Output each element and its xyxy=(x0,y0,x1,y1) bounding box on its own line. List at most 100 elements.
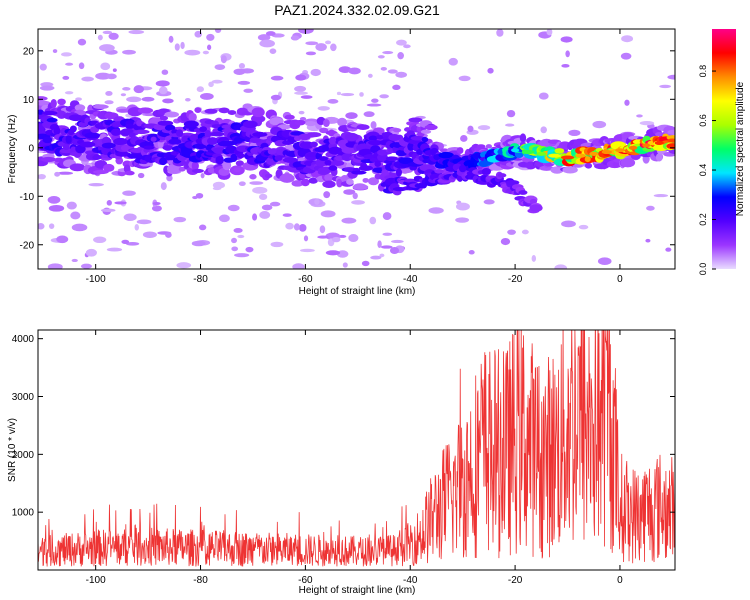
spectrogram-cell xyxy=(323,191,331,199)
spectrogram-cell xyxy=(62,75,70,80)
spectrogram-cell xyxy=(40,156,57,162)
spectrogram-cell xyxy=(536,151,547,156)
spectrogram-cell xyxy=(341,217,357,224)
spectrogram-cell xyxy=(380,66,387,71)
spectrogram-cell xyxy=(382,51,394,55)
spectrogram-cell xyxy=(47,263,63,269)
spectrogram-cell xyxy=(47,195,61,204)
spectrogram-cell xyxy=(233,167,241,173)
spectrogram-cell xyxy=(356,124,370,131)
spectrogram-cell xyxy=(101,142,116,149)
spectrogram-cell xyxy=(57,98,66,106)
spectrogram-cell xyxy=(298,29,314,34)
spectrogram-cell xyxy=(121,128,134,134)
spectrogram-cell xyxy=(456,147,464,155)
spectrogram-cell xyxy=(646,205,655,211)
spectrogram-cell xyxy=(352,184,369,190)
spectrogram-cell xyxy=(438,151,454,159)
x-tick-label: -40 xyxy=(403,575,418,586)
x-tick-label: -80 xyxy=(193,575,208,586)
spectrogram-cell xyxy=(231,246,239,252)
spectrogram-cell xyxy=(370,255,382,260)
y-tick-label: 0 xyxy=(28,143,34,154)
spectrogram-cell xyxy=(505,180,520,186)
spectrogram-cell xyxy=(344,132,359,142)
spectrogram-cell xyxy=(377,55,385,59)
spectrogram-cell xyxy=(259,211,271,219)
spectrogram-cell xyxy=(126,96,142,103)
spectrogram-cell xyxy=(39,85,55,91)
spectrogram-cell xyxy=(575,153,586,158)
spectrogram-cell xyxy=(369,216,377,225)
spectrogram-cell xyxy=(134,129,150,135)
spectrogram-cell xyxy=(290,35,300,41)
spectrogram-cell xyxy=(84,132,100,139)
spectrogram-cell xyxy=(529,198,538,205)
spectrogram-cell xyxy=(338,234,347,238)
spectrogram-cell xyxy=(497,173,507,178)
spectrogram-cell xyxy=(628,145,638,150)
spectrogram-cell xyxy=(57,171,74,175)
y-tick-label: 3000 xyxy=(12,392,35,403)
spectrogram-cell xyxy=(50,98,57,108)
spectrogram-cell xyxy=(164,111,179,118)
spectrogram-cell xyxy=(85,248,97,257)
spectrogram-cell xyxy=(75,97,82,101)
spectrogram-cell xyxy=(79,141,96,148)
spectrogram-cell xyxy=(294,119,306,126)
spectrogram-cell xyxy=(159,115,169,121)
spectrogram-cell xyxy=(211,79,223,84)
spectrogram-cell xyxy=(165,232,172,238)
spectrogram-y-axis-label: Frequency (Hz) xyxy=(7,115,18,184)
spectrogram-cell xyxy=(568,129,581,136)
spectrogram-cell xyxy=(521,150,535,155)
spectrogram-cell xyxy=(168,138,182,145)
y-tick-label: 2000 xyxy=(12,450,35,461)
spectrogram-cell xyxy=(191,168,204,173)
spectrogram-cell xyxy=(300,248,315,253)
snr-x-axis-label: Height of straight line (km) xyxy=(299,585,416,596)
spectrogram-cell xyxy=(343,189,356,195)
spectrogram-y-ticks: -20 -10 0 10 20 xyxy=(20,46,675,251)
spectrogram-cell xyxy=(208,81,214,88)
spectrogram-cell xyxy=(80,263,92,269)
spectrogram-cell xyxy=(421,136,429,143)
spectrogram-cell xyxy=(659,84,672,89)
spectrogram-cell xyxy=(175,129,184,137)
spectrogram-cell xyxy=(120,93,127,97)
spectrogram-cell xyxy=(410,135,426,141)
spectrogram-cell xyxy=(65,135,72,144)
spectrogram-cell xyxy=(38,96,48,101)
spectrogram-cell xyxy=(561,220,576,228)
snr-series-line xyxy=(38,330,675,567)
spectrogram-cell xyxy=(310,141,318,148)
spectrogram-cell xyxy=(122,87,131,91)
spectrogram-cell xyxy=(420,129,432,134)
spectrogram-cell xyxy=(578,224,589,230)
colorbar-tick-label: 0.2 xyxy=(698,213,708,226)
spectrogram-cell xyxy=(325,250,341,256)
spectrogram-cell xyxy=(230,153,238,163)
spectrogram-cell xyxy=(53,126,61,136)
spectrogram-cell xyxy=(358,165,373,171)
spectrogram-cell xyxy=(460,134,468,142)
spectrogram-cell xyxy=(391,239,404,244)
spectrogram-cell xyxy=(68,114,83,122)
colorbar-label: Normalized spectral amplitude xyxy=(735,81,746,216)
spectrogram-cell xyxy=(481,168,491,176)
spectrogram-cell xyxy=(70,211,81,220)
spectrogram-cell xyxy=(325,40,332,45)
spectrogram-cell xyxy=(540,126,547,134)
spectrogram-cell xyxy=(327,99,339,104)
spectrogram-cell xyxy=(483,199,495,205)
spectrogram-cell xyxy=(106,247,123,252)
spectrogram-cell xyxy=(185,97,191,102)
spectrogram-cell xyxy=(66,201,77,210)
spectrogram-cell xyxy=(56,235,69,244)
spectrogram-cell xyxy=(173,216,187,223)
spectrogram-cell xyxy=(162,98,174,104)
spectrogram-cell xyxy=(521,229,529,235)
spectrogram-cell xyxy=(385,156,398,162)
spectrogram-cell xyxy=(342,262,348,268)
spectrogram-cell xyxy=(265,31,276,36)
